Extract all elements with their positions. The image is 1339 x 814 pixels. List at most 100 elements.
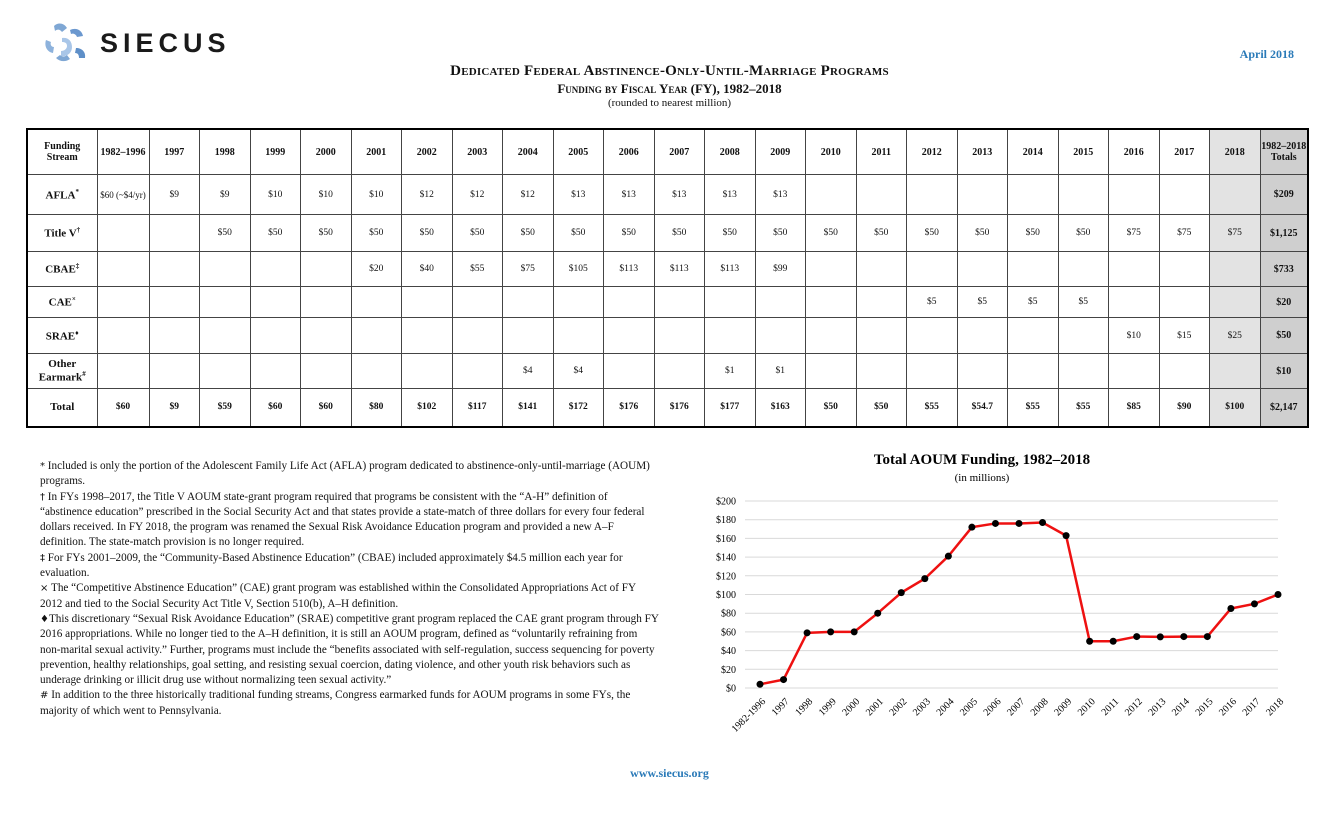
table-cell bbox=[1209, 174, 1261, 215]
table-cell: $80 bbox=[350, 388, 402, 427]
header-funding-stream: Funding Stream bbox=[26, 128, 98, 175]
footnote: † In FYs 1998–2017, the Title V AOUM sta… bbox=[40, 490, 660, 551]
footnote-mark: # bbox=[82, 370, 86, 379]
table-cell bbox=[956, 317, 1008, 354]
table-cell bbox=[148, 317, 200, 354]
x-tick-label: 2017 bbox=[1241, 696, 1263, 718]
table-cell: $100 bbox=[1209, 388, 1261, 427]
table-cell: $9 bbox=[199, 174, 251, 215]
table-cell: $50 bbox=[451, 214, 503, 252]
table-cell bbox=[603, 353, 655, 389]
header-year: 2012 bbox=[906, 128, 958, 175]
x-tick-label: 2015 bbox=[1194, 696, 1216, 718]
table-cell bbox=[906, 174, 958, 215]
table-cell: $55 bbox=[1057, 388, 1109, 427]
logo-icon bbox=[45, 23, 86, 62]
table-cell bbox=[1209, 353, 1261, 389]
row-label-text: CAE bbox=[48, 296, 72, 309]
table-cell bbox=[552, 317, 604, 354]
row-label: CAE× bbox=[26, 286, 98, 318]
table-cell: $55 bbox=[906, 388, 958, 427]
table-cell bbox=[704, 286, 756, 318]
table-cell bbox=[603, 286, 655, 318]
footnote-text: This discretionary “Sexual Risk Avoidanc… bbox=[40, 612, 659, 687]
table-cell bbox=[148, 251, 200, 287]
row-label-text: Total bbox=[50, 401, 75, 414]
report-date: April 2018 bbox=[1239, 47, 1294, 61]
footnote-symbol: * bbox=[40, 461, 45, 472]
footnote-text: Included is only the portion of the Adol… bbox=[40, 460, 650, 488]
table-cell bbox=[1108, 251, 1160, 287]
table-cell: $117 bbox=[451, 388, 503, 427]
data-point bbox=[1062, 532, 1070, 540]
x-tick-label: 1999 bbox=[817, 696, 839, 718]
table-cell bbox=[96, 251, 150, 287]
page-title: Dedicated Federal Abstinence-Only-Until-… bbox=[450, 63, 889, 79]
table-cell bbox=[956, 174, 1008, 215]
table-cell: $209 bbox=[1259, 174, 1309, 215]
table-cell bbox=[96, 317, 150, 354]
data-point bbox=[897, 589, 905, 597]
table-cell: $75 bbox=[1108, 214, 1160, 252]
table-cell: $176 bbox=[603, 388, 655, 427]
y-tick-label: $80 bbox=[721, 609, 736, 620]
row-label: Title V† bbox=[26, 214, 98, 252]
table-cell bbox=[1108, 174, 1160, 215]
table-cell: $5 bbox=[906, 286, 958, 318]
table-cell: $1,125 bbox=[1259, 214, 1309, 252]
table-cell: $2,147 bbox=[1259, 388, 1309, 427]
table-cell: $20 bbox=[350, 251, 402, 287]
chart-subtitle: (in millions) bbox=[955, 472, 1010, 484]
header-year: 2001 bbox=[350, 128, 402, 175]
table-cell bbox=[350, 286, 402, 318]
table-cell bbox=[1007, 174, 1059, 215]
table-cell: $75 bbox=[1209, 214, 1261, 252]
data-point bbox=[1274, 591, 1282, 598]
table-cell bbox=[653, 286, 705, 318]
table-cell: $50 bbox=[956, 214, 1008, 252]
table-cell: $50 bbox=[1057, 214, 1109, 252]
header-year: 2005 bbox=[552, 128, 604, 175]
table-cell: $25 bbox=[1209, 317, 1261, 354]
chart-svg: Total AOUM Funding, 1982–2018 (in millio… bbox=[716, 452, 1286, 735]
table-cell: $50 bbox=[502, 214, 554, 252]
table-cell bbox=[906, 317, 958, 354]
data-point bbox=[780, 676, 788, 684]
header-year: 1998 bbox=[199, 128, 251, 175]
table-cell bbox=[1057, 353, 1109, 389]
table-cell: $4 bbox=[502, 353, 554, 389]
table-cell: $10 bbox=[350, 174, 402, 215]
table-cell bbox=[754, 317, 806, 354]
table-cell bbox=[855, 174, 907, 215]
table-cell: $5 bbox=[1057, 286, 1109, 318]
data-point bbox=[803, 629, 811, 637]
x-tick-label: 2001 bbox=[864, 696, 886, 718]
header-year: 2008 bbox=[704, 128, 756, 175]
table-cell bbox=[199, 353, 251, 389]
x-tick-label: 1982-1996 bbox=[730, 696, 768, 734]
y-tick-label: $100 bbox=[716, 590, 736, 601]
row-label-text: Other Earmark bbox=[38, 358, 83, 384]
table-cell: $113 bbox=[704, 251, 756, 287]
footnote-symbol: # bbox=[40, 690, 49, 702]
table-cell bbox=[805, 317, 857, 354]
table-cell: $60 (~$4/yr) bbox=[96, 174, 150, 215]
y-tick-label: $40 bbox=[721, 646, 736, 657]
table-cell: $10 bbox=[300, 174, 352, 215]
table-row: CBAE‡ $20 $40 $55 $75 $105 $113 $113 $113 $99 $733 bbox=[26, 251, 1309, 287]
site-url[interactable]: www.siecus.org bbox=[630, 766, 709, 780]
table-cell: $50 bbox=[1259, 317, 1309, 354]
table-cell bbox=[148, 353, 200, 389]
y-tick-label: $200 bbox=[716, 497, 736, 508]
table-cell: $50 bbox=[704, 214, 756, 252]
table-cell bbox=[148, 286, 200, 318]
header-year: 2002 bbox=[401, 128, 453, 175]
row-label: CBAE‡ bbox=[26, 251, 98, 287]
y-tick-label: $60 bbox=[721, 627, 736, 638]
footnote-mark: ‡ bbox=[75, 262, 80, 271]
header-year: 2015 bbox=[1057, 128, 1109, 175]
table-cell bbox=[1007, 317, 1059, 354]
row-label-text: CBAE bbox=[45, 263, 76, 276]
table-cell bbox=[350, 353, 402, 389]
table-cell: $50 bbox=[805, 388, 857, 427]
